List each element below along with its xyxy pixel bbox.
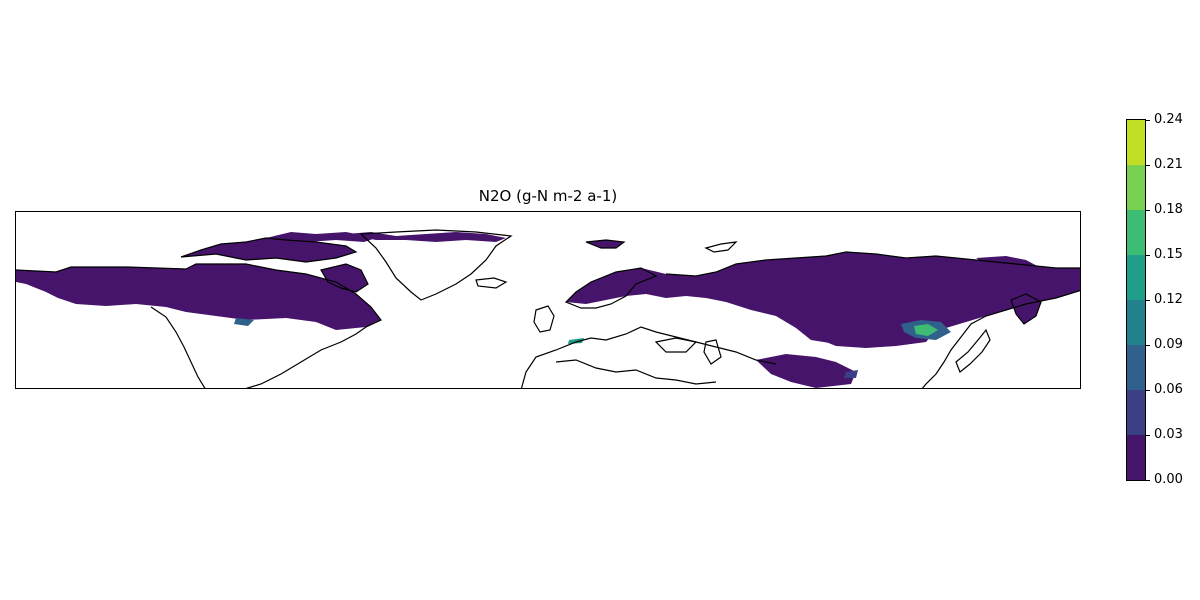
colorbar-tick-mark <box>1146 345 1150 346</box>
coastline-japan <box>955 328 991 373</box>
landmass-tibet <box>756 354 856 388</box>
colorbar-tick: 0.15 <box>1146 248 1186 262</box>
coastline-novaya-zemlya <box>704 241 738 253</box>
colorbar-tick-mark <box>1146 165 1150 166</box>
landmass-chukotka <box>976 256 1041 272</box>
colorbar-segment <box>1127 210 1145 255</box>
coastline-west-america <box>150 306 206 388</box>
colorbar-tick: 0.12 <box>1146 293 1186 307</box>
colorbar-tick-label: 0.18 <box>1154 202 1183 217</box>
map-title: N2O (g-N m-2 a-1) <box>478 187 618 205</box>
coastline-kamchatka <box>1010 293 1042 325</box>
colorbar-tick-label: 0.21 <box>1154 157 1183 172</box>
hotspot-layer <box>234 318 951 378</box>
coastline-uk <box>533 305 555 333</box>
colorbar-tick: 0.06 <box>1146 383 1186 397</box>
colorbar-segment <box>1127 300 1145 345</box>
colorbar-tick-label: 0.06 <box>1154 382 1183 397</box>
colorbar-tick-mark <box>1146 300 1150 301</box>
coastline-scandinavia <box>564 267 658 309</box>
map-panel <box>15 211 1081 389</box>
colorbar-tick-label: 0.12 <box>1154 292 1183 307</box>
coastline-arctic-islands <box>180 237 358 263</box>
coastline-caspian <box>703 339 722 365</box>
colorbar-tick-label: 0.00 <box>1154 472 1183 487</box>
colorbar-tick-mark <box>1146 255 1150 256</box>
colorbar <box>1126 119 1146 481</box>
map-canvas <box>16 229 1080 388</box>
coastline-baffin <box>320 263 369 293</box>
hotspot-northeast-china-core <box>914 324 938 336</box>
colorbar-tick-mark <box>1146 390 1150 391</box>
landmass-greenland-strip <box>346 232 506 242</box>
coastlines <box>16 229 1080 388</box>
colorbar-segment <box>1127 255 1145 300</box>
hotspot-tibet-edge <box>844 370 858 378</box>
colorbar-tick: 0.09 <box>1146 338 1186 352</box>
colorbar-tick-mark <box>1146 435 1150 436</box>
colorbar-tick-mark <box>1146 210 1150 211</box>
colorbar-segment <box>1127 390 1145 435</box>
colorbar-segment <box>1127 345 1145 390</box>
colorbar-tick-label: 0.09 <box>1154 337 1183 352</box>
colorbar-tick-label: 0.24 <box>1154 112 1183 127</box>
coastline-mediterranean <box>555 359 717 385</box>
coastline-svalbard <box>585 239 626 249</box>
coastline-siberia-north <box>665 251 1080 277</box>
colorbar-tick-label: 0.15 <box>1154 247 1183 262</box>
colorbar-tick-mark <box>1146 120 1150 121</box>
hotspot-canada <box>234 318 254 326</box>
landmass-svalbard <box>586 240 624 248</box>
colorbar-tick: 0.24 <box>1146 113 1186 127</box>
colorbar-tick-label: 0.03 <box>1154 427 1183 442</box>
coastline-east-asia <box>921 289 1080 388</box>
colorbar-segment <box>1127 120 1145 165</box>
colorbar-tick: 0.21 <box>1146 158 1186 172</box>
landmass-baffin <box>321 264 368 292</box>
coastline-greenland <box>359 229 513 301</box>
data-field <box>16 232 1080 388</box>
landmass-eurasia <box>566 252 1080 344</box>
coastline-iceland <box>475 277 508 289</box>
colorbar-tick: 0.03 <box>1146 428 1186 442</box>
colorbar-gradient <box>1127 120 1145 480</box>
colorbar-tick: 0.18 <box>1146 203 1186 217</box>
colorbar-segment <box>1127 165 1145 210</box>
colorbar-tick-mark <box>1146 480 1150 481</box>
coastline-europe <box>520 326 777 388</box>
hotspot-alps <box>568 338 584 344</box>
colorbar-tick: 0.00 <box>1146 473 1186 487</box>
colorbar-segment <box>1127 435 1145 480</box>
coastline-black-sea <box>654 337 698 353</box>
coastline-north-america <box>16 263 382 388</box>
landmass-north-america <box>16 264 381 330</box>
